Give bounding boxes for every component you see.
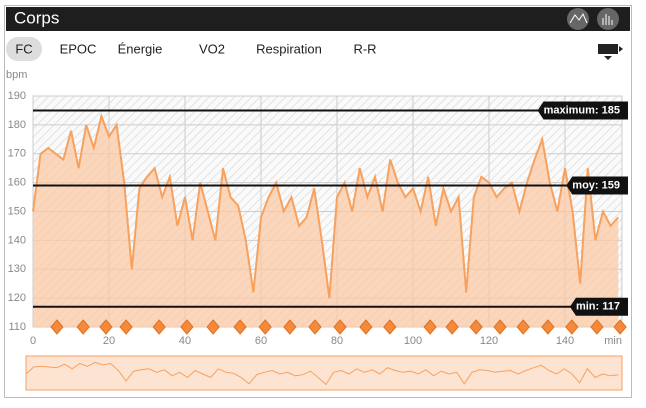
tab[interactable]: Énergie — [118, 41, 163, 56]
overview-frame — [25, 355, 623, 391]
lap-marker[interactable] — [383, 319, 397, 335]
icon-glyph — [569, 12, 588, 24]
lap-marker[interactable] — [541, 319, 555, 335]
tab[interactable]: FC — [15, 41, 32, 56]
reference-tag — [537, 101, 628, 120]
bars-icon[interactable] — [597, 8, 619, 30]
overview-line — [25, 361, 619, 386]
line — [32, 112, 619, 299]
lap-marker[interactable] — [99, 319, 113, 335]
y-tick-label: 150 — [8, 205, 26, 217]
lap-marker[interactable] — [50, 319, 64, 335]
y-axis-label: bpm — [6, 69, 27, 81]
x-tick-label: 120 — [480, 335, 498, 347]
x-axis-label: min — [604, 335, 622, 347]
y-tick-label: 180 — [8, 119, 26, 131]
area — [33, 116, 619, 327]
lap-marker[interactable] — [258, 319, 272, 335]
y-tick-label: 130 — [8, 263, 26, 275]
reference-label: maximum: 185 — [544, 104, 620, 116]
reference-tag — [566, 176, 628, 195]
y-tick-label: 160 — [8, 177, 26, 189]
lap-marker[interactable] — [565, 319, 579, 335]
menu-icon — [619, 46, 623, 52]
lap-marker[interactable] — [152, 319, 166, 335]
lap-marker[interactable] — [516, 319, 530, 335]
lap-marker[interactable] — [180, 319, 194, 335]
y-tick-label: 110 — [8, 321, 26, 333]
lap-marker[interactable] — [469, 319, 483, 335]
reference-label: moy: 159 — [572, 179, 620, 191]
lap-marker[interactable] — [283, 319, 297, 335]
x-tick-label: 100 — [404, 335, 422, 347]
lap-marker[interactable] — [359, 319, 373, 335]
lap-marker[interactable] — [119, 319, 133, 335]
lap-marker[interactable] — [423, 319, 437, 335]
lap-marker[interactable] — [493, 319, 507, 335]
lap-marker[interactable] — [613, 319, 627, 335]
lap-marker[interactable] — [333, 319, 347, 335]
tab-selected-bg — [6, 37, 42, 61]
lap-marker[interactable] — [590, 319, 604, 335]
y-tick-label: 120 — [8, 292, 26, 304]
reference-tag — [569, 297, 628, 316]
x-tick-label: 40 — [179, 335, 191, 347]
reference-label: min: 117 — [576, 301, 620, 313]
menu-icon[interactable] — [598, 44, 618, 60]
icon-glyph — [602, 14, 613, 25]
tab[interactable]: EPOC — [60, 41, 97, 56]
y-tick-label: 140 — [8, 234, 26, 246]
tab[interactable]: R-R — [353, 41, 376, 56]
tab[interactable]: VO2 — [199, 41, 225, 56]
lap-marker[interactable] — [445, 319, 459, 335]
y-tick-label: 190 — [8, 90, 26, 102]
y-tick-label: 170 — [8, 148, 26, 160]
lap-marker[interactable] — [233, 319, 247, 335]
x-tick-label: 80 — [331, 335, 343, 347]
x-tick-label: 140 — [556, 335, 574, 347]
x-tick-label: 60 — [255, 335, 267, 347]
lap-marker[interactable] — [76, 319, 90, 335]
tab[interactable]: Respiration — [256, 41, 322, 56]
x-tick-label: 0 — [30, 335, 36, 347]
lap-marker[interactable] — [206, 319, 220, 335]
header-title: Corps — [14, 8, 59, 27]
header-bar — [6, 7, 630, 31]
x-tick-label: 20 — [103, 335, 115, 347]
lap-marker[interactable] — [308, 319, 322, 335]
